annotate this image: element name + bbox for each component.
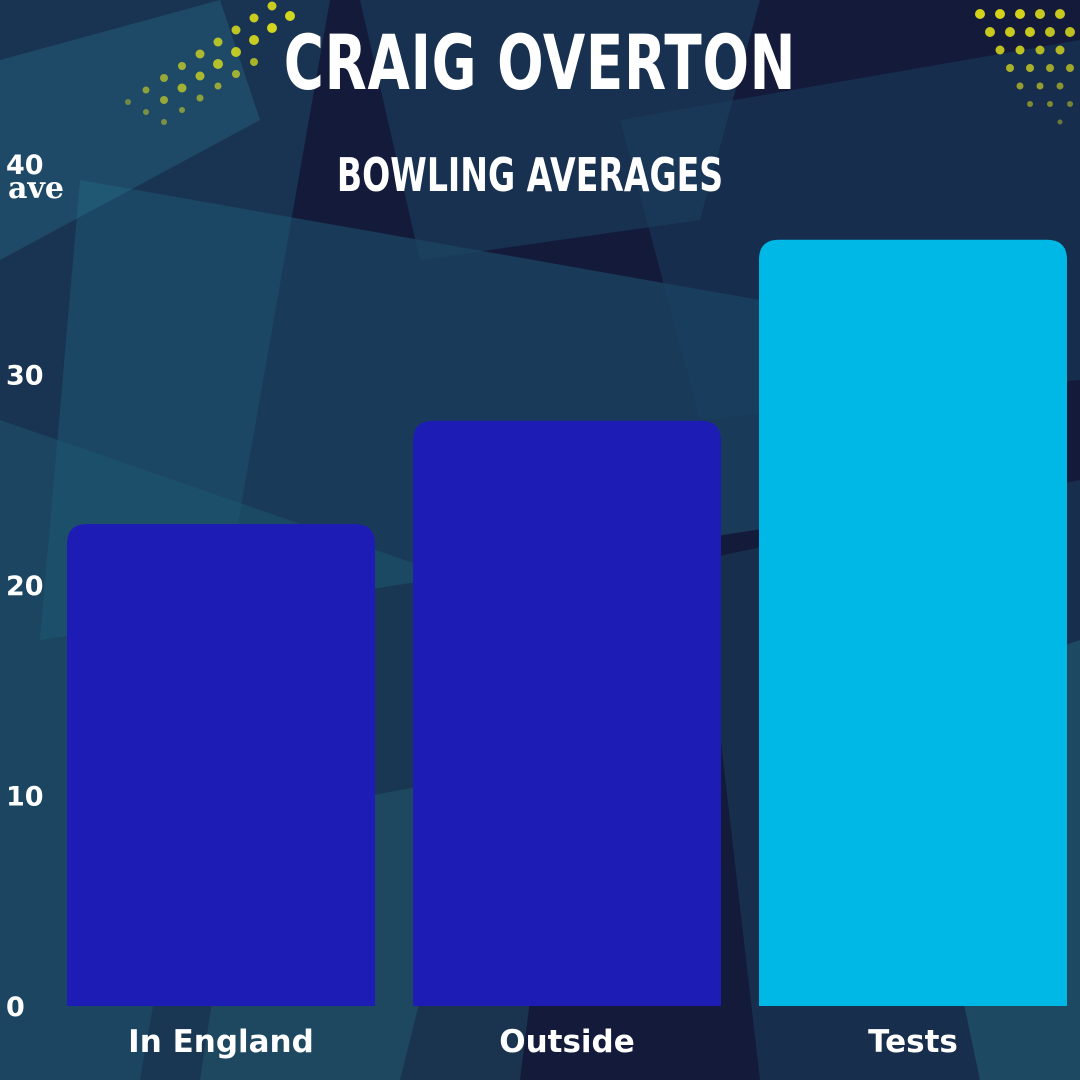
dot-pattern-top-right-decoration: [975, 9, 1075, 125]
x-tick-label: Tests: [868, 1024, 958, 1060]
y-axis-unit-label: ave: [8, 171, 64, 206]
y-tick-label: 20: [6, 571, 44, 602]
dot-pattern-top-left-decoration: [125, 1, 295, 125]
bar-outside: [413, 420, 721, 1006]
x-axis-labels: In England Outside Tests: [128, 1024, 958, 1060]
bars-group: [67, 239, 1067, 1006]
bar-tests: [759, 239, 1067, 1006]
y-tick-label: 0: [6, 992, 25, 1023]
y-tick-label: 30: [6, 361, 44, 392]
y-tick-label: 10: [6, 782, 44, 813]
x-tick-label: Outside: [499, 1024, 635, 1060]
y-axis-ticks: 0 10 20 30 40: [6, 150, 44, 1023]
chart-title: CRAIG OVERTON: [283, 18, 797, 107]
y-tick-label: 40: [6, 150, 44, 181]
bar-in-england: [67, 523, 375, 1006]
chart-subtitle: BOWLING AVERAGES: [336, 148, 724, 202]
x-tick-label: In England: [128, 1024, 314, 1060]
